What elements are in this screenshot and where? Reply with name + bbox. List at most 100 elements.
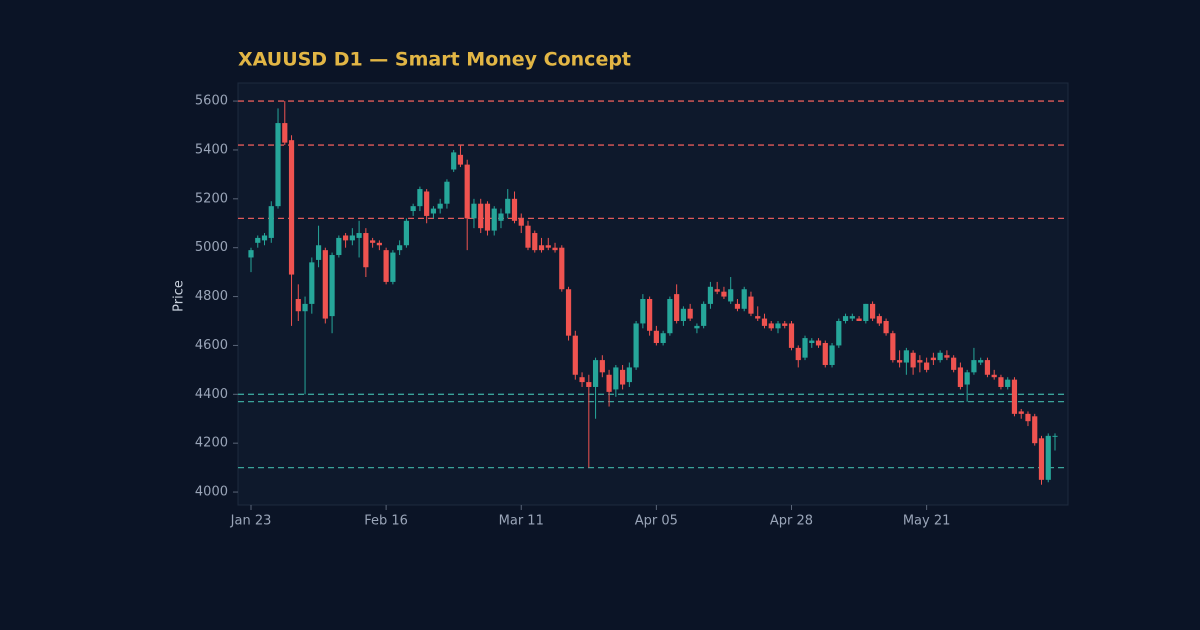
candle-body (329, 255, 335, 317)
candle-body (802, 338, 808, 358)
candle-body (903, 350, 909, 363)
candle-body (775, 323, 781, 329)
candle-body (910, 352, 916, 368)
candle-body (336, 237, 342, 256)
candle-body (606, 374, 612, 392)
candle-body (376, 242, 382, 246)
candle-body (464, 164, 470, 219)
candle-body (505, 198, 511, 214)
y-tick-label: 5600 (195, 94, 228, 109)
candle-body (288, 140, 295, 275)
candle-body (572, 335, 578, 375)
candle-body (957, 367, 964, 387)
candle-body (363, 233, 369, 268)
candle-body (1025, 413, 1031, 422)
candle-body (410, 206, 416, 212)
candle-body (451, 152, 457, 170)
candle-body (282, 123, 288, 143)
candle-body (342, 235, 349, 241)
y-tick-label: 4400 (195, 387, 228, 402)
candle-body (951, 357, 957, 370)
candle-body (707, 286, 714, 304)
candle-body (1011, 379, 1018, 414)
candle-body (1045, 435, 1051, 480)
candle-body (964, 372, 970, 385)
candle-body (417, 189, 423, 207)
candle-body (883, 321, 889, 334)
candle-body (255, 237, 261, 243)
chart-title: XAUUSD D1 — Smart Money Concept (238, 49, 631, 71)
candle-body (471, 203, 477, 219)
x-tick-label: Feb 16 (364, 514, 408, 529)
candle-body (1038, 438, 1045, 480)
candle-body (984, 360, 991, 375)
candle-body (633, 323, 639, 368)
y-tick-label: 5200 (195, 191, 228, 206)
candle-body (822, 342, 828, 365)
candle-body (795, 347, 801, 361)
y-axis-label: Price (172, 280, 187, 312)
candle-body (491, 208, 497, 231)
candle-body (721, 291, 727, 297)
candle-body (552, 247, 558, 251)
candle-body (863, 303, 869, 322)
candle-body (444, 181, 450, 204)
plot-area (237, 82, 1069, 506)
candle-body (538, 245, 545, 251)
candle-body (640, 299, 646, 324)
candle-body (680, 308, 687, 322)
candle-body (667, 299, 673, 334)
candle-body (755, 316, 761, 319)
candle-body (478, 203, 484, 229)
candle-body (937, 352, 943, 361)
candle-body (876, 316, 882, 324)
candle-body (565, 289, 572, 336)
candle-body (586, 382, 592, 387)
candle-body (728, 289, 734, 302)
y-tick-label: 4000 (195, 485, 228, 500)
candle-body (998, 377, 1004, 387)
x-tick-label: Apr 05 (635, 514, 678, 529)
candle-body (484, 203, 491, 231)
x-tick-label: May 21 (903, 514, 951, 529)
candle-body (701, 303, 707, 326)
candle-body (424, 191, 430, 216)
candle-body (687, 308, 693, 319)
candle-body (356, 233, 362, 238)
candle-body (545, 245, 551, 248)
candle-body (261, 235, 268, 241)
candle-body (647, 299, 653, 331)
candle-body (370, 240, 376, 243)
candle-body (869, 303, 876, 319)
candle-body (518, 218, 524, 226)
x-tick-label: Apr 28 (770, 514, 813, 529)
candle-body (782, 323, 788, 326)
candle-body (390, 252, 396, 282)
candle-body (674, 294, 680, 322)
candle-body (1018, 411, 1024, 414)
candle-body (809, 340, 815, 343)
y-tick-label: 4200 (195, 436, 228, 451)
candle-body (295, 299, 301, 312)
candle-body (815, 340, 822, 346)
candle-body (309, 262, 315, 304)
candle-body (599, 360, 605, 373)
candle-body (498, 213, 504, 221)
candle-body (741, 289, 747, 309)
candle-body (592, 360, 599, 387)
candle-body (761, 318, 768, 326)
candle-body (349, 235, 355, 241)
candle-body (383, 250, 389, 282)
candle-body (275, 123, 281, 207)
candle-body (613, 367, 619, 390)
candle-body (714, 289, 720, 292)
candle-body (768, 323, 774, 329)
candle-body (430, 208, 437, 214)
y-tick-label: 5400 (195, 142, 228, 157)
candle-body (397, 245, 403, 251)
candle-body (788, 323, 795, 348)
candle-body (268, 206, 274, 238)
candle-body (532, 233, 538, 251)
candle-body (315, 245, 322, 260)
